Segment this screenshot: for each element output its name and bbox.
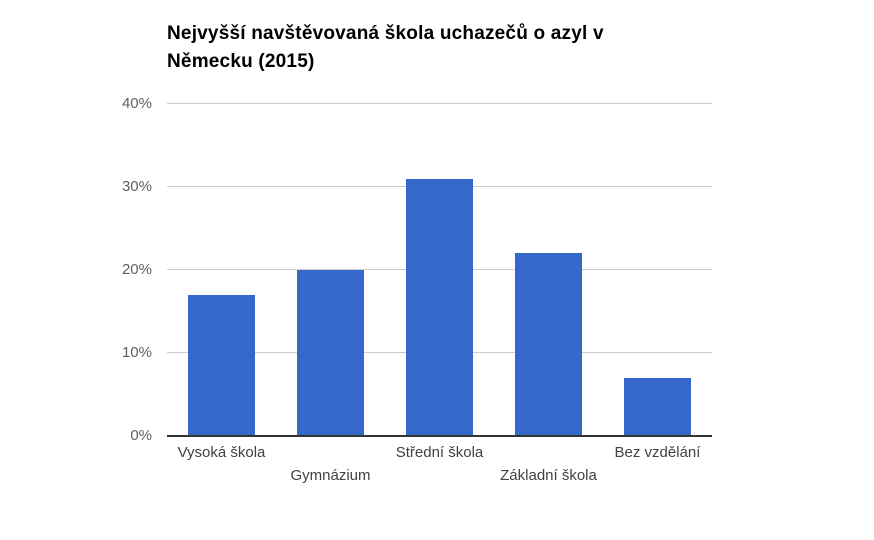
x-tick-label: Vysoká škola [177,444,266,461]
bars-layer [167,104,712,436]
y-tick-label: 20% [121,261,152,278]
bar [406,178,473,436]
y-tick-label: 10% [121,344,152,361]
bar [188,294,255,436]
y-tick-label: 40% [121,95,152,112]
chart-title-line-2: Německu (2015) [167,51,315,72]
x-tick-label: Základní škola [500,467,597,484]
bar-band [385,104,494,436]
bar-band [167,104,276,436]
x-tick-label: Gymnázium [290,467,371,484]
bar-band [494,104,603,436]
plot-area [167,103,712,437]
x-axis-line [167,435,712,437]
x-tick-label: Střední škola [395,444,484,461]
x-tick-label: Bez vzdělání [614,444,701,461]
y-tick-label: 30% [121,178,152,195]
bar-band [603,104,712,436]
gridline [167,103,712,104]
y-tick-label: 0% [130,427,152,444]
bar-band [276,104,385,436]
bar [297,270,364,436]
bar [515,253,582,436]
chart-title: Nejvyšší navštěvovaná škola uchazečů o a… [167,20,727,76]
bar [624,377,691,436]
chart-title-line-1: Nejvyšší navštěvovaná škola uchazečů o a… [167,23,604,44]
